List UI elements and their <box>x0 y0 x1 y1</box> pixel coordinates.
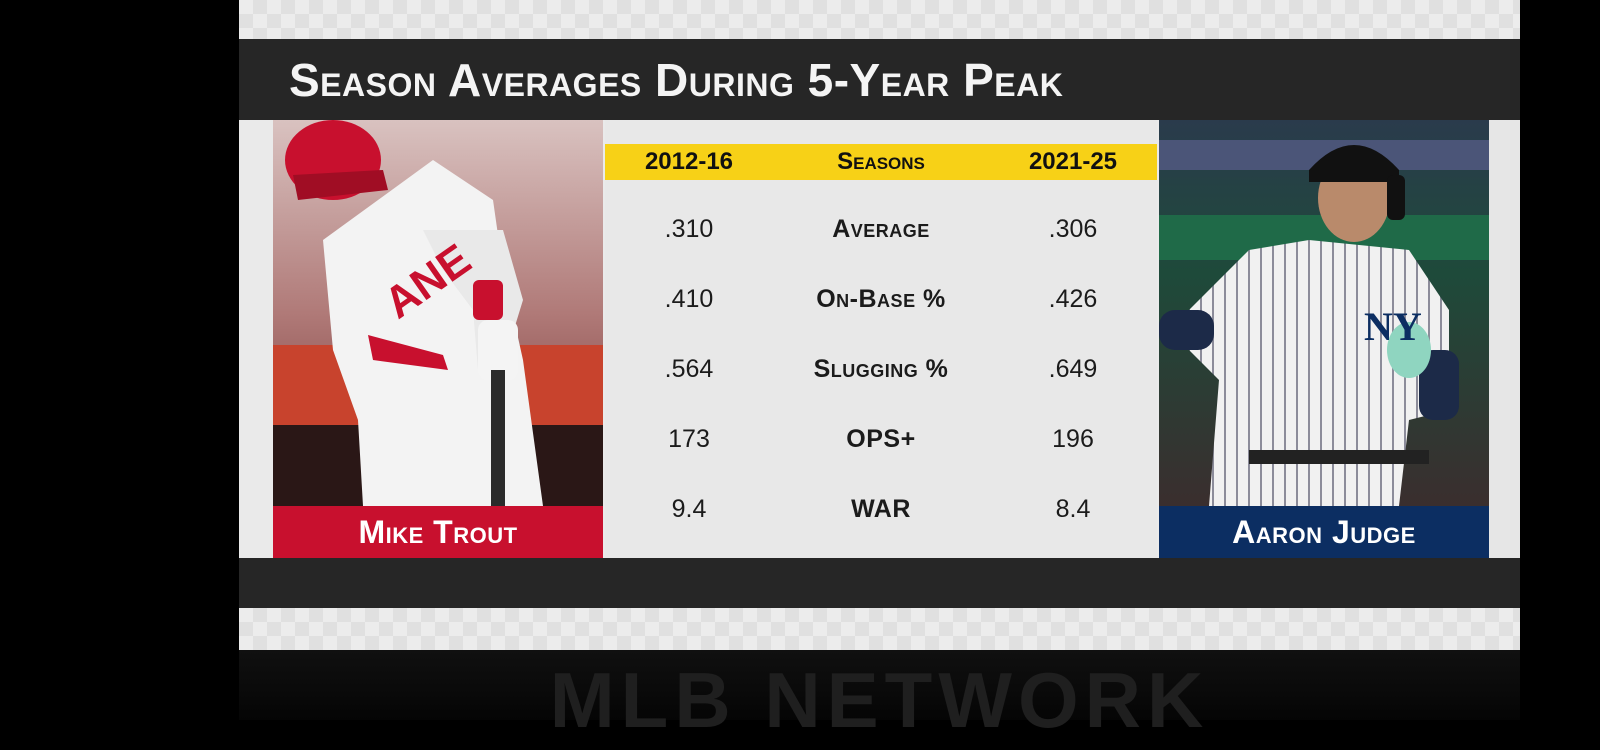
stat-right-value: .306 <box>1048 214 1098 243</box>
stats-table: 2012-16 Seasons 2021-25 .310 Average .30… <box>605 120 1157 558</box>
stat-row: 173 OPS+ 196 <box>605 419 1157 459</box>
stat-row: .310 Average .306 <box>605 209 1157 249</box>
bottom-bar <box>239 558 1520 608</box>
stat-label: On-Base % <box>816 284 946 313</box>
stat-right-value: 8.4 <box>1055 494 1091 523</box>
stat-right-value: .426 <box>1048 284 1098 313</box>
stat-row: .564 Slugging % .649 <box>605 349 1157 389</box>
stat-label: OPS+ <box>846 424 916 453</box>
right-edge-panel <box>1489 120 1520 558</box>
stat-left-value: .410 <box>664 284 714 313</box>
stat-right-value: 196 <box>1052 424 1094 453</box>
stat-row: .410 On-Base % .426 <box>605 279 1157 319</box>
player-photo-trout: ANE <box>273 120 603 506</box>
stat-label: Slugging % <box>813 354 949 383</box>
player-name-left: Mike Trout <box>273 506 603 558</box>
network-watermark: MLB NETWORK <box>549 656 1210 744</box>
pattern-strip-bottom <box>239 608 1520 650</box>
stat-label: WAR <box>851 494 911 523</box>
header-seasons: Seasons <box>837 148 925 175</box>
player-panel-right: NY Aaron Judge <box>1159 120 1489 558</box>
svg-text:NY: NY <box>1364 304 1422 349</box>
stat-left-value: 9.4 <box>671 494 707 523</box>
player-name-right: Aaron Judge <box>1159 506 1489 558</box>
network-footer: MLB NETWORK <box>239 650 1520 744</box>
player-photo-judge: NY <box>1159 120 1489 506</box>
stat-left-value: .310 <box>664 214 714 243</box>
pattern-strip-top <box>239 0 1520 39</box>
header-right-years: 2021-25 <box>1028 148 1118 175</box>
player-panel-left: ANE Mike Trout <box>273 120 603 558</box>
header-left-years: 2012-16 <box>644 148 734 175</box>
stat-right-value: .649 <box>1048 354 1098 383</box>
title-bar: Season Averages During 5-Year Peak <box>239 39 1520 120</box>
graphic-stage: Season Averages During 5-Year Peak <box>239 0 1520 744</box>
stat-label: Average <box>832 214 930 243</box>
stats-header: 2012-16 Seasons 2021-25 <box>605 144 1157 180</box>
stat-left-value: .564 <box>664 354 714 383</box>
graphic-title: Season Averages During 5-Year Peak <box>289 54 1064 106</box>
stat-row: 9.4 WAR 8.4 <box>605 489 1157 529</box>
stat-left-value: 173 <box>668 424 710 453</box>
